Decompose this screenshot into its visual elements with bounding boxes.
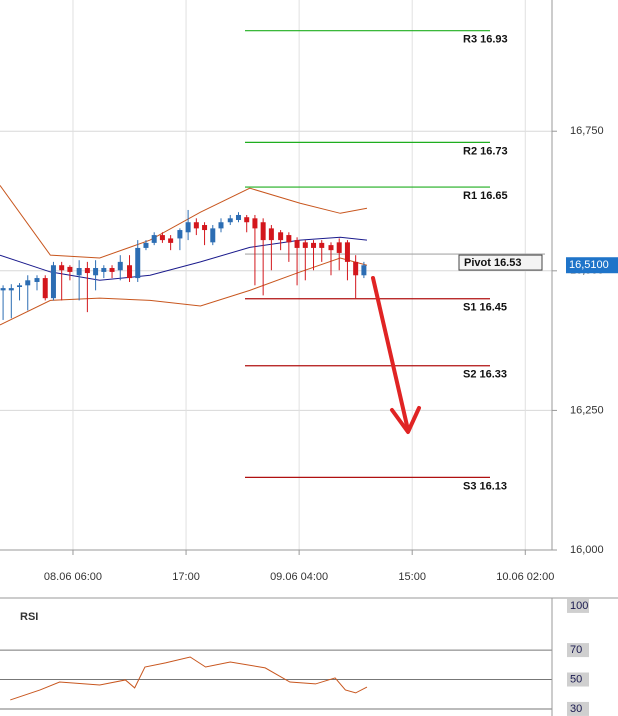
candle-body (193, 222, 199, 229)
y-tick-label: 70 (570, 644, 582, 656)
candle-body (143, 242, 149, 248)
candle-body (127, 265, 133, 279)
level-label-box (458, 254, 543, 271)
candle-body (151, 235, 157, 243)
indicator-line (0, 185, 368, 259)
x-tick-label: 09.06 04:00 (270, 571, 328, 583)
candle-body (328, 245, 334, 251)
x-tick-label: 15:00 (398, 571, 426, 583)
candle-body (135, 247, 141, 279)
x-tick-label: 08.06 06:00 (44, 571, 102, 583)
candle-body (59, 265, 65, 271)
candle-body (227, 218, 233, 223)
candle-body (168, 238, 174, 243)
candle-body (93, 268, 99, 276)
candle-body (218, 222, 224, 229)
level-label: R2 16.73 (463, 145, 508, 157)
candle-body (302, 242, 308, 248)
candle-body (294, 240, 300, 248)
candle-body (202, 225, 208, 231)
y-tick-box (567, 598, 589, 613)
level-label: R3 16.93 (463, 34, 508, 46)
candle-body (117, 261, 123, 271)
candle-body (109, 268, 115, 272)
candle-body (177, 230, 183, 239)
y-tick-label: 100 (570, 600, 588, 612)
candle-body (210, 228, 216, 243)
candle-body (76, 268, 82, 276)
candle-body (25, 280, 31, 286)
candle-body (252, 218, 258, 229)
y-tick-box (567, 643, 589, 658)
y-tick-box (567, 701, 589, 716)
candle-body (268, 228, 274, 241)
level-label: R1 16.65 (463, 190, 508, 202)
plot-layer (0, 30, 545, 701)
forecast-arrow (371, 276, 421, 434)
candle-body (278, 232, 284, 241)
label-layer: R3 16.93 R2 16.73 R1 16.65 Pivot 16.53 S1 16… (20, 34, 618, 623)
level-label: S3 16.13 (463, 480, 507, 492)
level-label: Pivot 16.53 (464, 257, 521, 269)
candle-body (101, 268, 107, 272)
last-price-label: 16,5100 (569, 259, 609, 271)
x-tick-label: 17:00 (172, 571, 200, 583)
level-label: S2 16.33 (463, 369, 507, 381)
candle-body (17, 285, 23, 288)
rsi-line (10, 656, 368, 701)
candle-body (50, 265, 56, 299)
y-tick-label: 50 (570, 673, 582, 685)
y-tick-box (567, 672, 589, 687)
candle-body (344, 242, 350, 262)
candle-body (336, 242, 342, 253)
panel-title: RSI (20, 611, 38, 623)
candle-body (235, 214, 241, 220)
y-tick-label: 16,000 (570, 544, 604, 556)
candle-body (286, 235, 292, 243)
candle-body (353, 261, 359, 276)
candle-body (311, 242, 317, 248)
last-price-box (566, 257, 618, 274)
candle-body (244, 217, 250, 223)
y-tick-label: 30 (570, 703, 582, 715)
level-label: S1 16.45 (463, 302, 507, 314)
indicator-line (0, 257, 368, 326)
y-tick-label: 16,750 (570, 125, 604, 137)
y-tick-label: 16,250 (570, 404, 604, 416)
candle-body (84, 268, 90, 274)
x-tick-label: 10.06 02:00 (496, 571, 554, 583)
candle-body (159, 235, 165, 241)
candle-body (42, 278, 48, 299)
candle-body (185, 222, 191, 233)
candle-body (0, 288, 6, 291)
candle-body (260, 222, 266, 241)
candle-body (67, 266, 73, 272)
indicator-line (0, 236, 368, 281)
candle-body (361, 265, 367, 276)
candle-body (34, 278, 40, 282)
candle-body (319, 242, 325, 248)
candle-body (8, 288, 14, 291)
